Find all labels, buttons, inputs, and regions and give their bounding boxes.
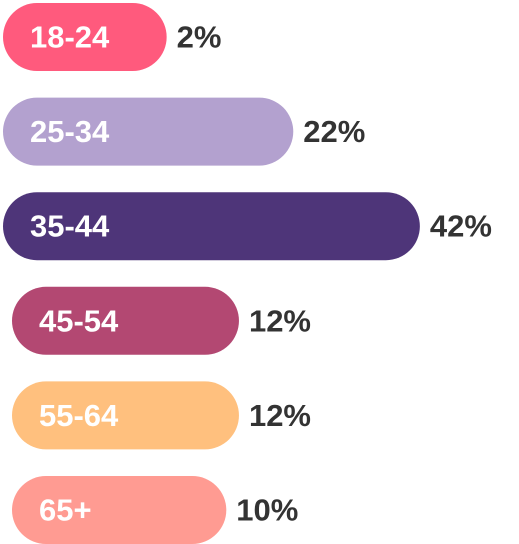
bar — [12, 286, 239, 355]
category-label: 25-34 — [30, 114, 110, 149]
category-label: 55-64 — [39, 398, 119, 433]
value-label: 12% — [249, 398, 311, 433]
bar — [12, 381, 239, 450]
category-label: 35-44 — [30, 209, 110, 244]
category-label: 45-54 — [39, 303, 119, 338]
bar — [12, 476, 227, 544]
category-label: 65+ — [39, 493, 92, 528]
value-label: 42% — [430, 209, 492, 244]
value-label: 22% — [303, 114, 365, 149]
bar — [3, 192, 420, 261]
bar — [3, 97, 294, 166]
bar — [3, 3, 167, 71]
value-label: 12% — [249, 303, 311, 338]
value-label: 2% — [177, 20, 222, 55]
value-label: 10% — [236, 493, 298, 528]
category-label: 18-24 — [30, 20, 110, 55]
